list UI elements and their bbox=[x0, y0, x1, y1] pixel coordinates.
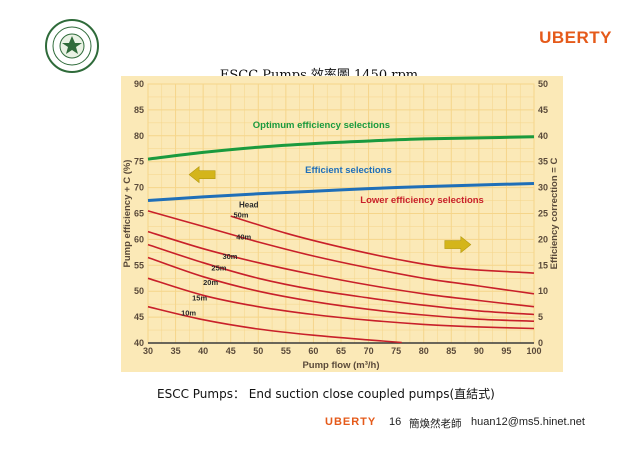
y-axis-left-label: Pump efficiency + C (%) bbox=[122, 160, 133, 268]
y-right-tick-label: 20 bbox=[538, 234, 548, 244]
direction-arrow-left bbox=[188, 166, 216, 184]
y-left-tick-label: 50 bbox=[134, 286, 144, 296]
x-tick-label: 75 bbox=[391, 346, 401, 356]
x-tick-label: 85 bbox=[446, 346, 456, 356]
head-curve-label: 10m bbox=[181, 309, 196, 318]
y-right-tick-label: 35 bbox=[538, 157, 548, 167]
x-tick-label: 80 bbox=[419, 346, 429, 356]
efficiency-boundary-line bbox=[147, 182, 535, 202]
slide-caption: ESCC Pumps： End suction close coupled pu… bbox=[157, 387, 495, 401]
head-curve-label: 50m bbox=[233, 211, 248, 220]
footer-email: huan12@ms5.hinet.net bbox=[471, 416, 585, 428]
head-curve-label: 25m bbox=[211, 263, 226, 272]
head-curve-label: 15m bbox=[192, 294, 207, 303]
y-left-tick-label: 70 bbox=[134, 183, 144, 193]
y-right-tick-label: 10 bbox=[538, 286, 548, 296]
x-tick-label: 35 bbox=[171, 346, 181, 356]
head-curve-15m bbox=[147, 277, 535, 330]
efficiency-chart: 30 35 40 45 50 55 60 65 70 75 80 85 90 95 100404550556… bbox=[121, 76, 563, 372]
y-right-tick-label: 0 bbox=[538, 338, 543, 348]
x-tick-label: 30 bbox=[143, 346, 153, 356]
y-right-tick-label: 45 bbox=[538, 105, 548, 115]
head-curve-50m bbox=[230, 215, 535, 274]
y-right-tick-label: 15 bbox=[538, 260, 548, 270]
head-curve-40m bbox=[147, 210, 535, 295]
head-curve-label: 30m bbox=[222, 252, 237, 261]
y-left-tick-label: 60 bbox=[134, 234, 144, 244]
footer-author: 簡煥然老師 bbox=[409, 418, 462, 430]
head-curve-10m bbox=[147, 305, 402, 344]
footer-page-number: 16 bbox=[389, 416, 402, 428]
x-tick-label: 50 bbox=[253, 346, 263, 356]
x-tick-label: 65 bbox=[336, 346, 346, 356]
y-left-tick-label: 85 bbox=[134, 105, 144, 115]
y-left-tick-label: 45 bbox=[134, 312, 144, 322]
x-tick-label: 55 bbox=[281, 346, 291, 356]
brand-logo-text: UBERTY bbox=[539, 28, 612, 47]
y-right-tick-label: 25 bbox=[538, 209, 548, 219]
y-left-tick-label: 90 bbox=[134, 79, 144, 89]
head-curve-30m bbox=[147, 230, 535, 308]
y-right-tick-label: 40 bbox=[538, 131, 548, 141]
direction-arrow-right bbox=[444, 235, 472, 254]
head-curve-label: 40m bbox=[236, 232, 251, 241]
x-tick-label: 60 bbox=[308, 346, 318, 356]
x-tick-label: 90 bbox=[474, 346, 484, 356]
y-left-tick-label: 80 bbox=[134, 131, 144, 141]
x-tick-label: 40 bbox=[198, 346, 208, 356]
head-curve-20m bbox=[147, 256, 535, 322]
y-left-tick-label: 75 bbox=[134, 157, 144, 167]
y-right-tick-label: 30 bbox=[538, 183, 548, 193]
y-left-tick-label: 65 bbox=[134, 209, 144, 219]
y-left-tick-label: 40 bbox=[134, 338, 144, 348]
x-axis-label: Pump flow (m³/h) bbox=[302, 360, 379, 371]
footer-brand: UBERTY bbox=[325, 416, 377, 428]
x-tick-label: 95 bbox=[501, 346, 511, 356]
zone-label-efficient: Efficient selections bbox=[305, 165, 392, 176]
y-right-tick-label: 5 bbox=[538, 312, 543, 322]
head-curve-label: 20m bbox=[203, 278, 218, 287]
x-tick-label: 70 bbox=[364, 346, 374, 356]
y-left-tick-label: 55 bbox=[134, 260, 144, 270]
zone-label-lower: Lower efficiency selections bbox=[360, 195, 484, 206]
head-curves-header: Head bbox=[239, 200, 259, 209]
y-right-tick-label: 50 bbox=[538, 79, 548, 89]
head-curve-25m bbox=[147, 243, 535, 316]
efficiency-boundary-line bbox=[147, 135, 535, 161]
x-tick-label: 100 bbox=[526, 346, 541, 356]
y-axis-right-label: Efficiency correction = C bbox=[549, 158, 560, 270]
university-seal-logo bbox=[44, 18, 100, 74]
zone-label-optimum: Optimum efficiency selections bbox=[253, 120, 390, 131]
x-tick-label: 45 bbox=[226, 346, 236, 356]
